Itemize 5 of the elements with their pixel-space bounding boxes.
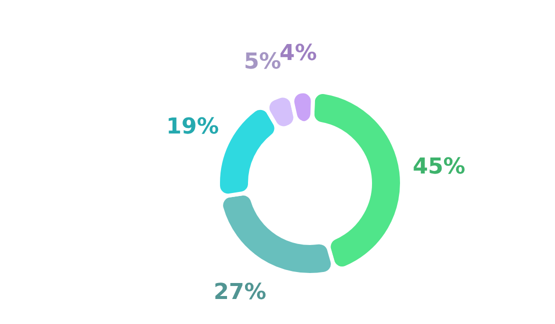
data-label: 19%: [166, 114, 219, 140]
data-label: 27%: [214, 280, 266, 306]
data-label: 5%: [244, 49, 282, 74]
data-label: 45%: [412, 154, 466, 180]
data-label: 4%: [280, 41, 317, 66]
